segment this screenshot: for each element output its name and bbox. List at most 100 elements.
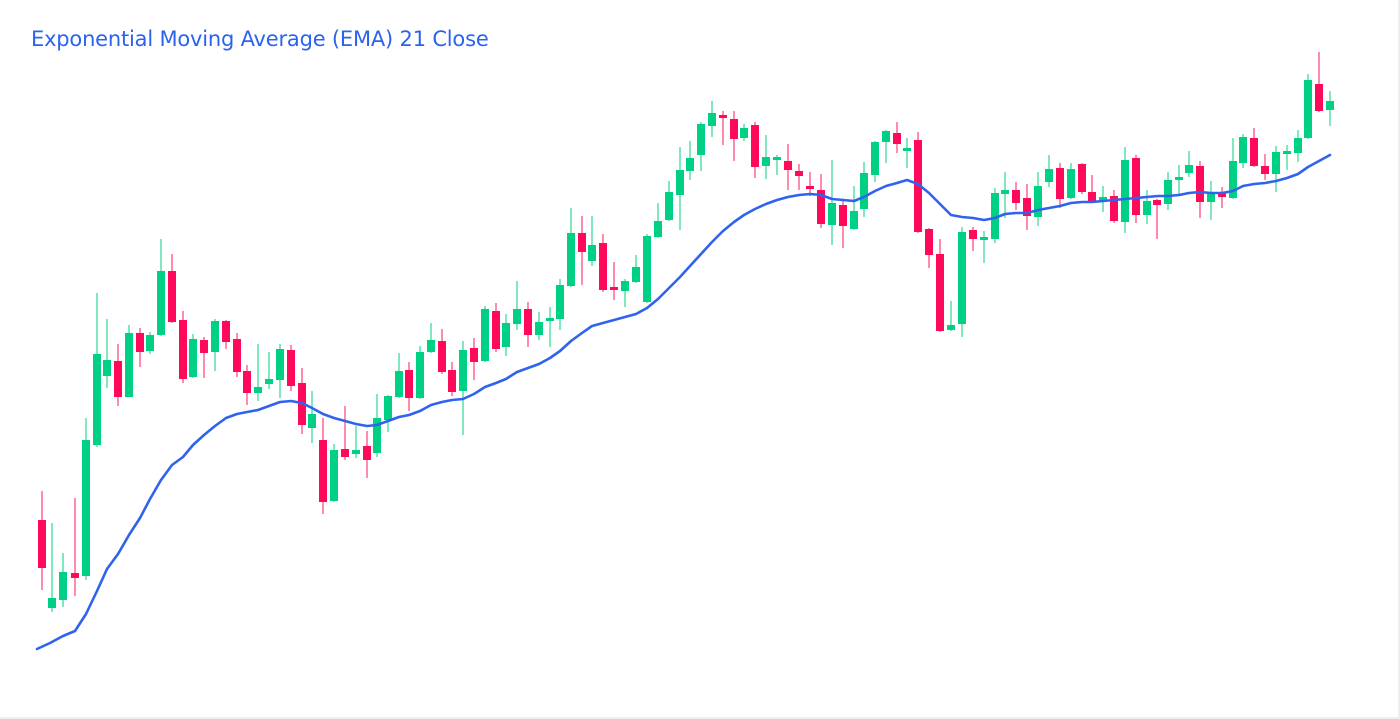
- candle-down: [578, 216, 586, 285]
- candle-body: [1294, 138, 1302, 153]
- candle-body: [276, 349, 284, 380]
- candle-up: [686, 141, 694, 180]
- candle-body: [535, 322, 543, 335]
- candle-body: [1056, 168, 1064, 199]
- candle-body: [817, 190, 825, 224]
- candle-down: [1023, 184, 1031, 230]
- candle-body: [828, 203, 836, 225]
- candle-up: [588, 216, 596, 266]
- candle-body: [632, 267, 640, 282]
- candle-up: [860, 162, 868, 217]
- candle-down: [1078, 163, 1086, 194]
- candle-up: [903, 138, 911, 168]
- candle-body: [1099, 197, 1107, 200]
- candle-down: [38, 491, 46, 590]
- candle-down: [179, 311, 187, 383]
- candle-down: [1153, 199, 1161, 239]
- candle-down: [136, 328, 144, 367]
- candle-body: [599, 243, 607, 290]
- candle-down: [114, 344, 122, 406]
- candle-down: [1012, 182, 1020, 210]
- candle-body: [546, 318, 554, 321]
- candle-down: [839, 201, 847, 248]
- candle-up: [211, 319, 219, 371]
- candle-up: [189, 334, 197, 378]
- candle-body: [470, 348, 478, 362]
- candle-body: [146, 335, 154, 351]
- candle-body: [125, 333, 133, 397]
- candle-up: [1283, 145, 1291, 170]
- candle-body: [222, 321, 230, 342]
- candle-body: [882, 131, 890, 142]
- candle-body: [740, 128, 748, 138]
- candle-up: [773, 155, 781, 175]
- candle-body: [1023, 198, 1031, 216]
- candle-body: [1261, 166, 1269, 174]
- candle-body: [697, 124, 705, 155]
- candle-down: [1110, 190, 1118, 223]
- candle-up: [1304, 74, 1312, 139]
- candle-down: [524, 302, 532, 347]
- candle-down: [1056, 163, 1064, 208]
- candle-body: [1250, 138, 1258, 166]
- candle-body: [719, 115, 727, 118]
- candle-body: [903, 148, 911, 151]
- candle-body: [860, 173, 868, 209]
- candle-body: [1153, 200, 1161, 205]
- candle-body: [136, 333, 144, 352]
- candle-body: [1121, 160, 1129, 222]
- candle-body: [730, 119, 738, 139]
- candle-body: [850, 211, 858, 229]
- candle-body: [157, 271, 165, 335]
- candle-up: [1034, 172, 1042, 226]
- candle-body: [936, 254, 944, 331]
- candle-up: [330, 444, 338, 502]
- candle-up: [567, 208, 575, 287]
- candle-up: [665, 181, 673, 221]
- candle-up: [1001, 172, 1009, 218]
- candle-body: [806, 186, 814, 189]
- candle-body: [1196, 166, 1204, 202]
- candle-up: [48, 523, 56, 612]
- candle-body: [502, 323, 510, 347]
- candle-body: [211, 321, 219, 352]
- candle-up: [1207, 181, 1215, 220]
- candle-body: [1001, 190, 1009, 194]
- candle-body: [513, 309, 521, 324]
- candle-body: [254, 387, 262, 393]
- candle-body: [1078, 164, 1086, 192]
- candle-body: [610, 287, 618, 290]
- candle-up: [697, 122, 705, 171]
- candle-body: [1110, 196, 1118, 221]
- candle-up: [427, 323, 435, 353]
- candle-body: [588, 245, 596, 261]
- candle-body: [200, 340, 208, 353]
- candle-down: [1315, 52, 1323, 112]
- candle-body: [893, 133, 901, 144]
- candle-body: [352, 450, 360, 454]
- candle-up: [82, 418, 90, 580]
- candle-down: [610, 262, 618, 300]
- candle-down: [363, 431, 371, 478]
- candle-body: [1218, 192, 1226, 197]
- candle-up: [980, 231, 988, 263]
- candle-down: [719, 111, 727, 145]
- candle-body: [1326, 101, 1334, 110]
- candle-down: [817, 174, 825, 228]
- candle-body: [395, 371, 403, 397]
- candle-up: [146, 332, 154, 354]
- candle-up: [1143, 190, 1151, 224]
- candle-body: [341, 449, 349, 457]
- candle-down: [222, 320, 230, 349]
- candle-up: [265, 352, 273, 389]
- candle-down: [795, 164, 803, 190]
- candle-body: [82, 440, 90, 576]
- candle-up: [1294, 130, 1302, 162]
- candle-down: [1196, 161, 1204, 218]
- candle-body: [751, 125, 759, 167]
- candle-down: [405, 362, 413, 411]
- candle-down: [730, 111, 738, 161]
- chart-title: Exponential Moving Average (EMA) 21 Clos…: [31, 27, 489, 51]
- candle-body: [308, 414, 316, 428]
